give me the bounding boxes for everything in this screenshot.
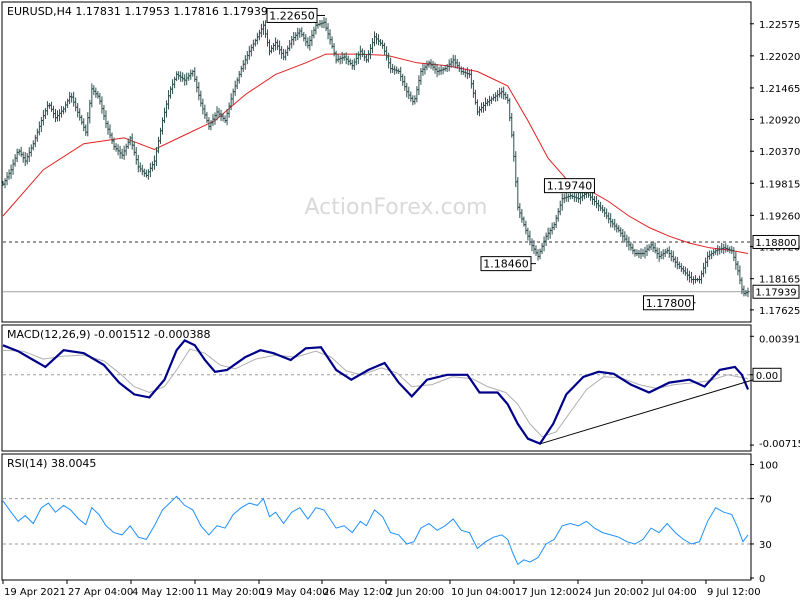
rsi-y-tick-label: 30 <box>759 540 772 551</box>
price-callout-box <box>642 295 694 311</box>
price-callout: 1.19740 <box>543 178 595 194</box>
price-level-tag-box <box>752 234 800 249</box>
price-y-tick-label: 1.17625 <box>759 306 800 317</box>
price-callout-box <box>480 256 532 272</box>
x-tick-label: 24 Jun 20:00 <box>579 587 643 598</box>
x-tick-label: 2 Jun 20:00 <box>387 587 444 598</box>
x-tick-label: 10 Jun 04:00 <box>451 587 515 598</box>
price-y-tick-label: 1.22575 <box>759 20 800 31</box>
x-tick-label: 17 Jun 12:00 <box>515 587 579 598</box>
x-tick-label: 27 Apr 04:00 <box>68 587 133 598</box>
price-callout: 1.22650 <box>266 7 326 23</box>
macd-zero-tag-label: 0.00 <box>756 371 778 382</box>
x-tick-label: 9 Jul 12:00 <box>707 587 761 598</box>
price-level-tag-label: 1.17939 <box>755 288 796 299</box>
price-y-tick-label: 1.20370 <box>759 147 800 158</box>
price-y-tick-label: 1.21465 <box>759 84 800 95</box>
price-callout: 1.17800 <box>642 295 696 311</box>
macd-panel-header: MACD(12,26,9) -0.001512 -0.000388 <box>7 328 210 341</box>
x-tick-label: 19 Apr 2021 <box>4 587 66 598</box>
rsi-panel-header: RSI(14) 38.0045 <box>7 457 96 470</box>
rsi-panel-frame <box>1 453 752 581</box>
price-callout-label: 1.18460 <box>483 258 529 271</box>
price-callout-box <box>543 178 595 194</box>
rsi-y-tick-label: 70 <box>759 495 772 506</box>
price-callout-label: 1.17800 <box>646 297 692 310</box>
macd-y-tick-label: 0.003917 <box>759 334 800 345</box>
price-callout-box <box>266 7 318 23</box>
price-callout-label: 1.19740 <box>547 180 593 193</box>
price-y-tick-label: 1.18165 <box>759 275 800 286</box>
price-panel: ActionForex.com EURUSD,H4 1.17831 1.1795… <box>1 1 800 323</box>
macd-zero-tag: 0.00 <box>752 367 782 382</box>
price-y-tick-label: 1.19815 <box>759 179 800 190</box>
rsi-line <box>2 495 749 566</box>
price-panel-header: EURUSD,H4 1.17831 1.17953 1.17816 1.1793… <box>7 5 268 18</box>
rsi-y-tick-label: 0 <box>759 574 765 585</box>
price-panel-frame <box>1 1 752 323</box>
price-level-tag-box <box>752 284 800 299</box>
price-level-tag: 1.17939 <box>752 284 800 299</box>
price-y-tick-label: 1.20920 <box>759 115 800 126</box>
price-y-tick-label: 1.19260 <box>759 211 800 222</box>
macd-y-tick-label: -0.007152 <box>759 439 800 450</box>
macd-zero-tag-box <box>752 367 782 382</box>
price-callout-label: 1.22650 <box>269 9 315 22</box>
x-tick-label: 2 Jul 04:00 <box>643 587 697 598</box>
x-tick-label: 4 May 12:00 <box>132 587 194 598</box>
macd-trendline <box>540 377 761 445</box>
price-y-tick-label: 1.22020 <box>759 52 800 63</box>
watermark: ActionForex.com <box>305 195 488 220</box>
x-tick-label: 11 May 20:00 <box>196 587 265 598</box>
x-tick-label: 19 May 04:00 <box>260 587 329 598</box>
x-tick-label: 26 May 12:00 <box>323 587 392 598</box>
macd-line <box>2 339 750 445</box>
macd-panel: MACD(12,26,9) -0.001512 -0.000388 0.0039… <box>1 324 800 452</box>
rsi-panel: RSI(14) 38.0045 100 70 30 0 <box>1 453 778 585</box>
price-callout: 1.18460 <box>480 256 536 272</box>
ohlc-bar <box>746 287 750 298</box>
rsi-y-tick-label: 100 <box>759 461 778 472</box>
price-level-tag: 1.18800 <box>752 234 800 249</box>
price-level-tag-label: 1.18800 <box>755 238 796 249</box>
macd-signal-line <box>2 348 749 438</box>
